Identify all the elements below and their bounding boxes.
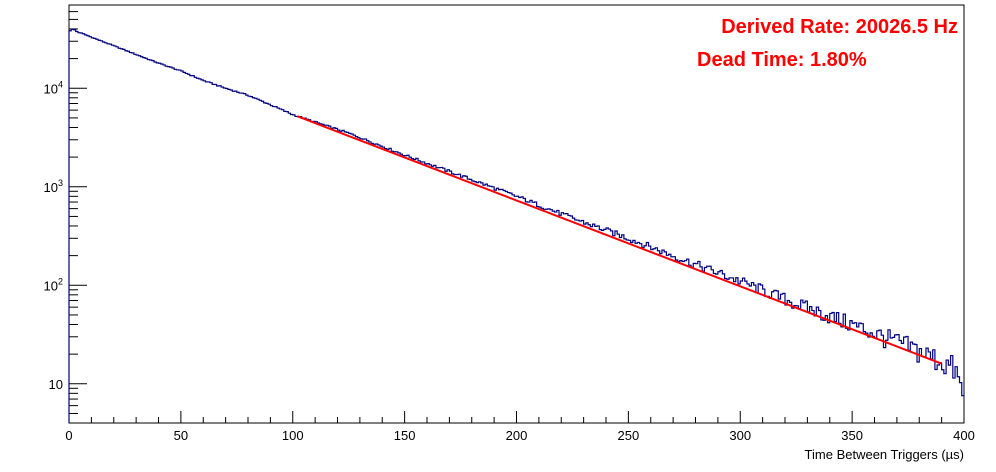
x-tick-label: 250 [618, 428, 640, 443]
y-tick-label: 103 [44, 178, 63, 195]
histogram-series [68, 28, 964, 423]
x-axis-ticks [68, 411, 965, 423]
y-axis-tick-labels: 10 102 103 104 [44, 79, 63, 392]
x-axis-tick-labels: 0 50 100 150 200 250 300 350 400 [65, 428, 974, 443]
y-tick-label: 10 [49, 377, 63, 392]
x-tick-label: 150 [394, 428, 416, 443]
y-tick-label: 102 [44, 276, 63, 293]
x-tick-label: 0 [65, 428, 72, 443]
dead-time-label: Dead Time: 1.80% [697, 49, 867, 71]
x-tick-label: 400 [953, 428, 975, 443]
x-tick-label: 300 [729, 428, 751, 443]
x-axis-title: Time Between Triggers (µs) [805, 447, 964, 462]
fit-line [296, 115, 942, 365]
derived-rate-label: Derived Rate: 20026.5 Hz [721, 16, 958, 38]
series-layer [68, 28, 964, 423]
x-tick-label: 350 [841, 428, 863, 443]
x-tick-label: 200 [506, 428, 528, 443]
x-tick-label: 50 [174, 428, 188, 443]
y-tick-label: 104 [44, 79, 63, 96]
x-tick-label: 100 [282, 428, 304, 443]
y-axis-ticks [69, 4, 87, 424]
